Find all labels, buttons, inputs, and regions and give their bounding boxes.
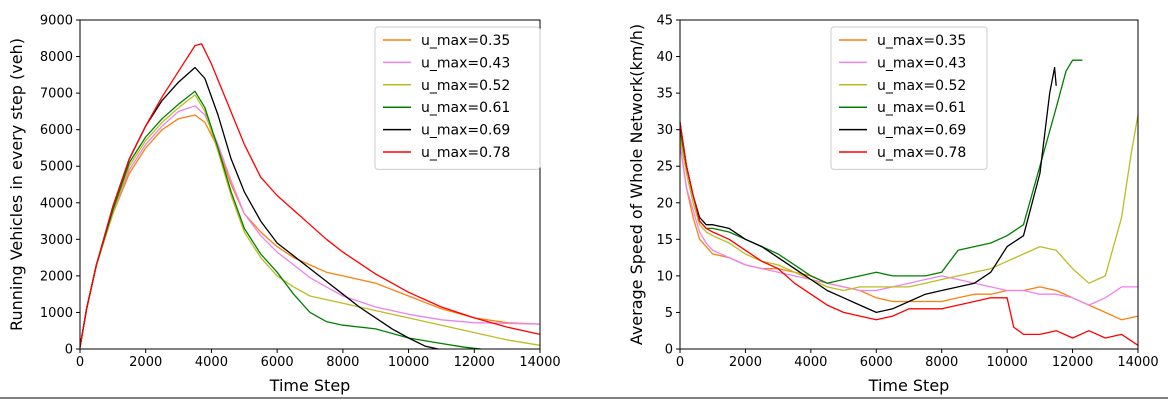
- axes-frame: [679, 19, 1139, 350]
- x-tick-label: 14000: [1117, 355, 1158, 370]
- x-axis-label: Time Step: [269, 376, 351, 395]
- x-tick-label: 0: [76, 355, 84, 370]
- y-tick-label: 35: [656, 87, 673, 102]
- legend-label: u_max=0.78: [877, 145, 966, 161]
- legend-label: u_max=0.52: [421, 78, 510, 94]
- series-line-2: [679, 114, 1139, 292]
- y-tick-label: 6000: [40, 123, 73, 138]
- y-tick-label: 3000: [40, 233, 73, 248]
- y-tick-label: 40: [656, 50, 673, 65]
- y-tick-label: 8000: [40, 50, 73, 65]
- y-axis-label: Average Speed of Whole Network(km/h): [627, 24, 646, 345]
- x-tick-label: 6000: [261, 355, 294, 370]
- x-tick-label: 4000: [794, 355, 827, 370]
- x-tick-label: 2000: [129, 355, 162, 370]
- legend-label: u_max=0.43: [877, 55, 966, 71]
- x-axis-label: Time Step: [868, 376, 950, 395]
- y-tick-label: 5: [665, 306, 673, 321]
- legend-label: u_max=0.52: [877, 78, 966, 94]
- chart-running-vehicles: 0 2000 4000 6000 8000 10000 12000 14000 0 1000 200…: [7, 14, 561, 396]
- y-tick-label: 45: [656, 14, 673, 29]
- x-tick-label: 0: [676, 355, 684, 370]
- x-tick-label: 10000: [388, 355, 429, 370]
- x-tick-label: 6000: [860, 355, 893, 370]
- axes-frame: [79, 19, 541, 350]
- series-line-1: [79, 105, 541, 348]
- y-tick-label: 0: [65, 343, 73, 358]
- series-line-4: [679, 66, 1057, 314]
- y-tick-label: 4000: [40, 196, 73, 211]
- y-tick-label: 25: [656, 160, 673, 175]
- y-tick-label: 9000: [40, 14, 73, 29]
- series-line-5: [679, 122, 1139, 346]
- y-axis-label: Running Vehicles in every step (veh): [7, 38, 26, 331]
- y-tick-label: 1000: [40, 306, 73, 321]
- x-tick-label: 14000: [519, 355, 560, 370]
- y-tick-label: 2000: [40, 269, 73, 284]
- y-tick-label: 20: [656, 196, 673, 211]
- x-tick-label: 12000: [1052, 355, 1093, 370]
- chart-average-speed: 0 2000 4000 6000 8000 10000 12000 14000 0 5 10 15 20…: [627, 14, 1159, 396]
- legend-label: u_max=0.35: [877, 33, 966, 49]
- y-tick-label: 15: [656, 233, 673, 248]
- legend-label: u_max=0.43: [421, 55, 510, 71]
- y-tick-label: 0: [665, 343, 673, 358]
- series-line-1: [679, 144, 1138, 306]
- x-tick-label: 2000: [729, 355, 762, 370]
- legend-label: u_max=0.78: [421, 145, 510, 161]
- legend-box: [830, 26, 988, 170]
- legend-label: u_max=0.69: [877, 123, 966, 139]
- x-tick-label: 10000: [986, 355, 1027, 370]
- legend-label: u_max=0.35: [421, 33, 510, 49]
- y-tick-label: 7000: [40, 87, 73, 102]
- x-tick-label: 12000: [454, 355, 495, 370]
- legend-box: [374, 26, 541, 170]
- series-line-5: [79, 43, 541, 348]
- series-line-0: [679, 144, 1139, 321]
- series-line-3: [679, 59, 1083, 284]
- x-tick-label: 4000: [195, 355, 228, 370]
- y-tick-label: 10: [656, 269, 673, 284]
- legend-label: u_max=0.61: [877, 100, 966, 116]
- legend-label: u_max=0.61: [421, 100, 510, 116]
- series-line-2: [79, 94, 541, 348]
- x-tick-label: 8000: [326, 355, 359, 370]
- series-line-3: [79, 90, 481, 350]
- x-tick-label: 8000: [925, 355, 958, 370]
- y-tick-label: 5000: [40, 160, 73, 175]
- legend-label: u_max=0.69: [421, 123, 510, 139]
- y-tick-label: 30: [656, 123, 673, 138]
